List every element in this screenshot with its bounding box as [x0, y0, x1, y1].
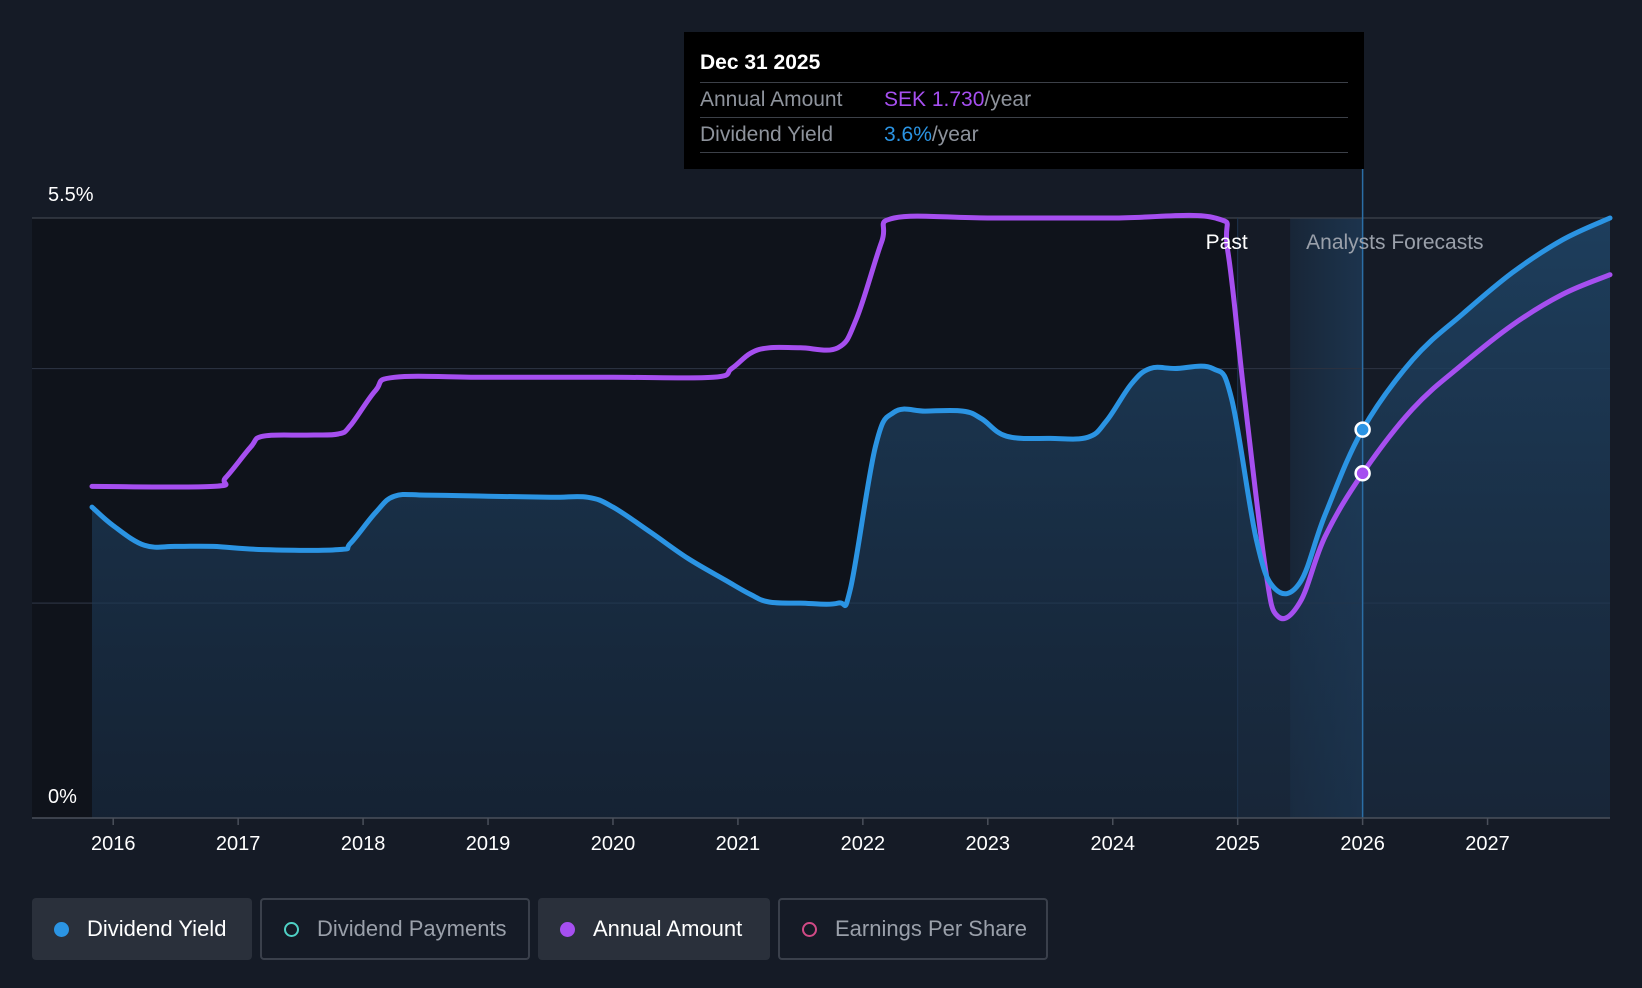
y-tick-label-top: 5.5% [48, 184, 94, 206]
highlight-dot [1354, 465, 1371, 482]
y-tick-label-bottom: 0% [48, 786, 77, 808]
annual-amount-line [89, 212, 1613, 622]
x-tick-label: 2023 [966, 833, 1011, 855]
x-tick-label: 2025 [1215, 833, 1260, 855]
dividend-yield-line [89, 215, 1613, 609]
x-axis-ticks: 2016 2017 2018 2019 2020 2021 2022 2023 2024 2025… [91, 818, 1510, 855]
x-tick-label: 2027 [1465, 833, 1510, 855]
tooltip-yield-value: 3.6% [884, 123, 932, 146]
x-tick-label: 2022 [841, 833, 886, 855]
earnings-per-share-dot-icon [802, 921, 817, 937]
tooltip-annual-label: Annual Amount [700, 88, 843, 111]
tooltip-yield-label: Dividend Yield [700, 123, 834, 146]
highlight-dot [1354, 421, 1371, 438]
chart-tooltip: Dec 31 2025 Annual Amount SEK 1.730/year… [684, 32, 1364, 169]
x-tick-label: 2016 [91, 833, 136, 855]
legend-dividend-payments-label: Dividend Payments [317, 916, 507, 941]
legend-earnings-per-share-label: Earnings Per Share [835, 916, 1027, 941]
legend-earnings-per-share[interactable]: Earnings Per Share [778, 898, 1048, 960]
forecast-region-label: Analysts Forecasts [1306, 231, 1483, 254]
legend-dividend-yield[interactable]: Dividend Yield [32, 898, 252, 960]
x-tick-label: 2020 [591, 833, 636, 855]
legend-dividend-yield-label: Dividend Yield [87, 916, 227, 941]
legend-dividend-payments[interactable]: Dividend Payments [260, 898, 530, 960]
x-tick-label: 2017 [216, 833, 261, 855]
dividend-yield-dot-icon [54, 921, 69, 937]
x-tick-label: 2019 [466, 833, 511, 855]
x-tick-label: 2021 [716, 833, 761, 855]
tooltip-row-annual: Annual Amount SEK 1.730/year [700, 82, 1348, 117]
tooltip-date: Dec 31 2025 [700, 51, 821, 74]
x-tick-label: 2024 [1090, 833, 1135, 855]
tooltip-annual-unit: /year [984, 88, 1032, 111]
highlight-dots [1354, 421, 1371, 482]
x-tick-label: 2018 [341, 833, 386, 855]
dividend-yield-area [92, 218, 1610, 818]
tooltip-annual-value-group: SEK 1.730/year [884, 83, 1031, 117]
x-tick-label: 2026 [1340, 833, 1385, 855]
tooltip-annual-value: SEK 1.730 [884, 88, 985, 111]
annual-amount-dot-icon [560, 921, 575, 937]
tooltip-row-yield: Dividend Yield 3.6%/year [700, 117, 1348, 153]
dividend-payments-dot-icon [284, 921, 299, 937]
tooltip-yield-value-group: 3.6%/year [884, 118, 979, 152]
legend-annual-amount[interactable]: Annual Amount [538, 898, 770, 960]
tooltip-yield-unit: /year [931, 123, 979, 146]
legend-annual-amount-label: Annual Amount [593, 916, 743, 941]
past-region-label: Past [1206, 231, 1248, 254]
